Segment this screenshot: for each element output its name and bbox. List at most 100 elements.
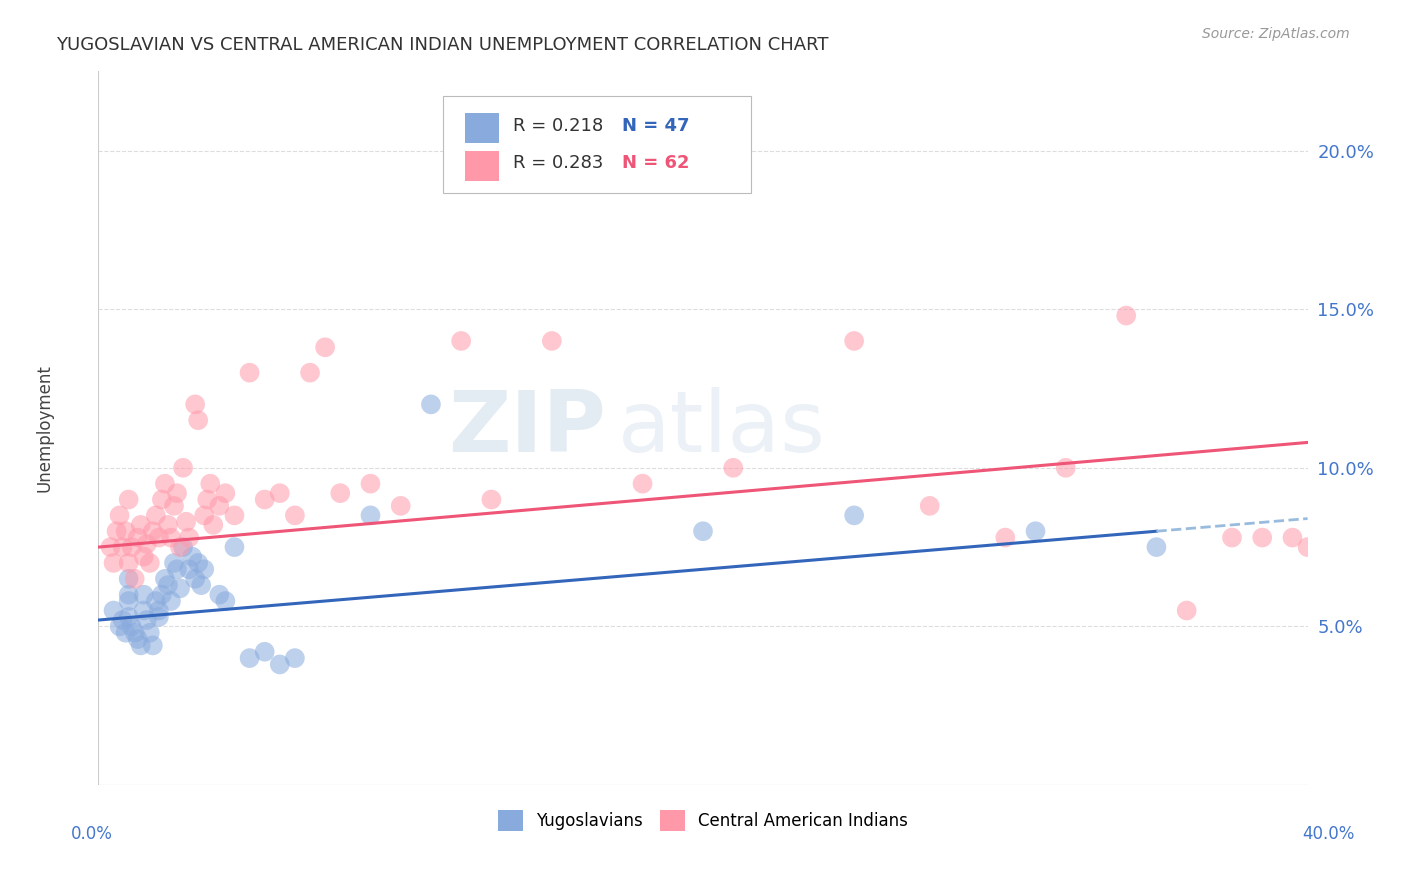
Point xyxy=(139,556,162,570)
Text: N = 62: N = 62 xyxy=(621,154,689,172)
Point xyxy=(1281,531,1303,545)
Point xyxy=(239,366,262,380)
Point xyxy=(389,499,412,513)
Point xyxy=(208,499,231,513)
Point xyxy=(195,492,218,507)
Point xyxy=(166,562,188,576)
Point xyxy=(135,537,157,551)
Text: YUGOSLAVIAN VS CENTRAL AMERICAN INDIAN UNEMPLOYMENT CORRELATION CHART: YUGOSLAVIAN VS CENTRAL AMERICAN INDIAN U… xyxy=(56,36,828,54)
Point xyxy=(103,603,125,617)
Point xyxy=(160,531,183,545)
Point xyxy=(179,562,201,576)
Point xyxy=(179,531,201,545)
Point xyxy=(329,486,352,500)
Point xyxy=(1054,460,1077,475)
Point xyxy=(129,639,152,653)
Point xyxy=(145,508,167,523)
Point xyxy=(100,540,122,554)
Point xyxy=(150,492,173,507)
FancyBboxPatch shape xyxy=(465,113,499,143)
Point xyxy=(450,334,472,348)
Point xyxy=(184,397,207,411)
Point xyxy=(105,524,128,539)
Point xyxy=(269,486,291,500)
Point xyxy=(132,549,155,564)
Text: atlas: atlas xyxy=(619,386,827,470)
Point xyxy=(153,572,176,586)
Point xyxy=(145,594,167,608)
Point xyxy=(723,460,745,475)
Point xyxy=(692,524,714,539)
Point xyxy=(1115,309,1137,323)
Point xyxy=(135,613,157,627)
Point xyxy=(420,397,443,411)
Point xyxy=(156,578,179,592)
Point xyxy=(163,556,186,570)
Point xyxy=(103,556,125,570)
Point xyxy=(148,610,170,624)
Point xyxy=(169,540,191,554)
Point xyxy=(214,594,236,608)
Point xyxy=(1144,540,1167,554)
Point xyxy=(169,582,191,596)
Point xyxy=(114,625,136,640)
Point xyxy=(224,508,246,523)
Point xyxy=(174,515,197,529)
Point xyxy=(121,540,143,554)
Point xyxy=(269,657,291,672)
Point xyxy=(193,508,215,523)
Point xyxy=(224,540,246,554)
Point xyxy=(187,413,209,427)
Point xyxy=(153,476,176,491)
Point xyxy=(844,508,866,523)
Point xyxy=(118,610,141,624)
Point xyxy=(214,486,236,500)
Point xyxy=(631,476,654,491)
Text: R = 0.283: R = 0.283 xyxy=(513,154,603,172)
Point xyxy=(111,613,134,627)
Point xyxy=(163,499,186,513)
Point xyxy=(142,524,165,539)
Point xyxy=(127,632,149,646)
Point xyxy=(1024,524,1046,539)
Point xyxy=(193,562,215,576)
FancyBboxPatch shape xyxy=(465,151,499,180)
Text: ZIP: ZIP xyxy=(449,386,606,470)
Point xyxy=(148,603,170,617)
Point xyxy=(253,645,276,659)
Point xyxy=(360,508,382,523)
Text: Unemployment: Unemployment xyxy=(35,364,53,492)
Point xyxy=(253,492,276,507)
Legend: Yugoslavians, Central American Indians: Yugoslavians, Central American Indians xyxy=(491,804,915,838)
Point xyxy=(540,334,562,348)
Point xyxy=(118,588,141,602)
Point xyxy=(156,517,179,532)
Point xyxy=(190,578,212,592)
Point xyxy=(148,531,170,545)
Point xyxy=(160,594,183,608)
Point xyxy=(187,556,209,570)
Point xyxy=(314,340,336,354)
Text: 0.0%: 0.0% xyxy=(70,825,112,843)
Point xyxy=(1175,603,1198,617)
Point xyxy=(132,588,155,602)
Point xyxy=(142,639,165,653)
Point xyxy=(202,517,225,532)
Point xyxy=(139,625,162,640)
Point xyxy=(1220,531,1243,545)
Point xyxy=(181,549,204,564)
Point xyxy=(284,508,307,523)
Point xyxy=(481,492,503,507)
Text: N = 47: N = 47 xyxy=(621,117,689,135)
Point xyxy=(918,499,941,513)
Point xyxy=(118,556,141,570)
Text: Source: ZipAtlas.com: Source: ZipAtlas.com xyxy=(1202,27,1350,41)
Point xyxy=(208,588,231,602)
Point xyxy=(118,572,141,586)
Point xyxy=(692,128,714,142)
Point xyxy=(239,651,262,665)
Point xyxy=(184,572,207,586)
Point xyxy=(360,476,382,491)
Point xyxy=(844,334,866,348)
Point xyxy=(172,460,194,475)
